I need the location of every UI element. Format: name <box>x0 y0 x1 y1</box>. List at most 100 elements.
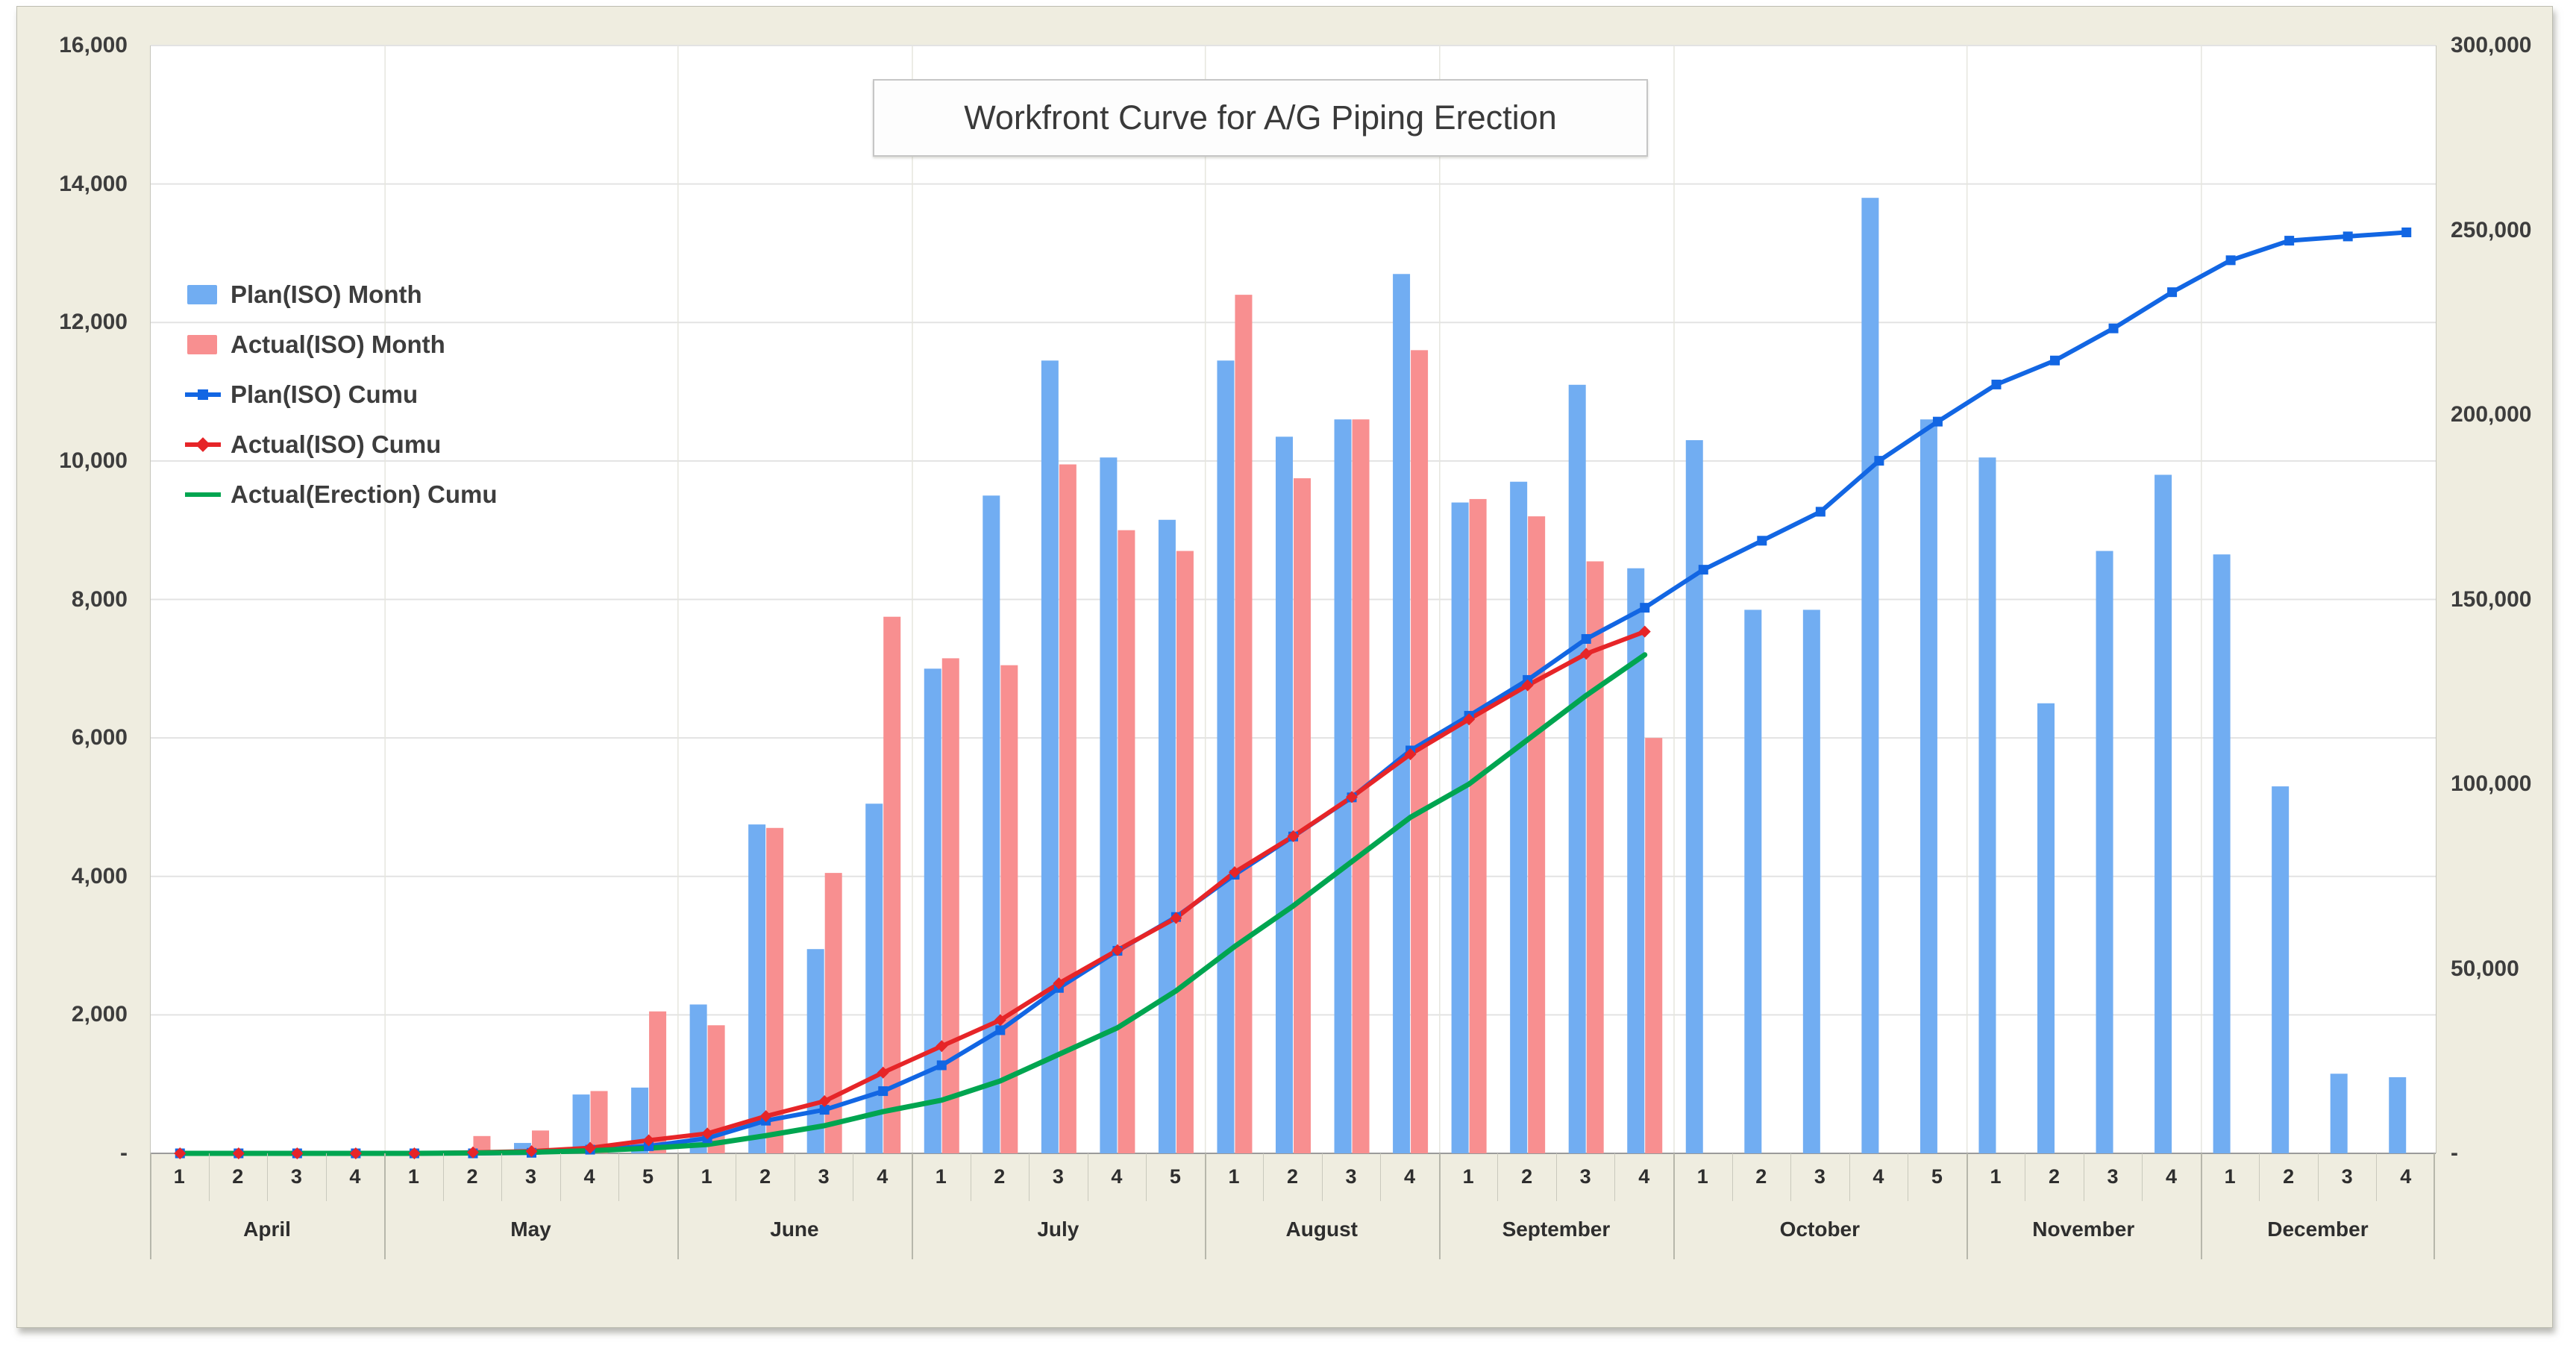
week-separator <box>1263 1153 1265 1201</box>
plan-cumu-marker <box>1991 379 2002 389</box>
plan-cumu-marker <box>1932 416 1943 427</box>
left-axis-tick-label: - <box>120 1141 128 1165</box>
plan-cumu-marker <box>936 1060 947 1071</box>
bar-plan-iso-month <box>2330 1074 2348 1153</box>
week-label: 1 <box>1462 1165 1474 1188</box>
week-label: 5 <box>642 1165 654 1188</box>
bar-plan-iso-month <box>1802 610 1820 1153</box>
week-separator <box>1555 1153 1557 1201</box>
left-axis-tick-label: 6,000 <box>71 725 128 750</box>
bar-plan-iso-month <box>572 1094 590 1153</box>
actual-cumu-marker <box>642 1134 655 1147</box>
bar-plan-iso-month <box>2272 786 2290 1153</box>
legend-item: Actual(ISO) Cumu <box>185 419 498 469</box>
week-separator <box>560 1153 561 1201</box>
legend-label: Actual(ISO) Cumu <box>231 430 442 458</box>
month-separator <box>150 1153 151 1259</box>
week-label: 3 <box>1814 1165 1826 1188</box>
bar-actual-iso-month <box>883 616 901 1153</box>
bar-plan-iso-month <box>748 824 766 1153</box>
week-label: 3 <box>2341 1165 2353 1188</box>
bar-plan-iso-month <box>1158 519 1176 1153</box>
week-label: 3 <box>524 1165 537 1188</box>
actual-cumu-marker <box>349 1147 362 1159</box>
week-label: 5 <box>1169 1165 1181 1188</box>
bar-actual-iso-month <box>707 1025 725 1153</box>
bar-plan-iso-month <box>689 1004 707 1153</box>
week-label: 1 <box>2224 1165 2236 1188</box>
week-label: 4 <box>1638 1165 1650 1188</box>
week-separator <box>442 1153 444 1201</box>
week-label: 2 <box>466 1165 478 1188</box>
left-axis-tick-label: 10,000 <box>59 448 128 473</box>
bar-plan-iso-month <box>983 495 1000 1153</box>
bar-actual-iso-month <box>1352 419 1370 1153</box>
legend-item: Plan(ISO) Cumu <box>185 369 498 419</box>
bar-plan-iso-month <box>1510 481 1528 1153</box>
week-separator <box>1732 1153 1733 1201</box>
bar-actual-iso-month <box>1235 295 1253 1153</box>
bar-plan-iso-month <box>1920 419 1937 1153</box>
plan-cumu-marker <box>2108 323 2119 333</box>
bar-actual-iso-month <box>1118 530 1135 1153</box>
week-separator <box>1497 1153 1499 1201</box>
month-separator <box>1204 1153 1206 1259</box>
chart-title-box: Workfront Curve for A/G Piping Erection <box>873 79 1648 157</box>
legend-label: Actual(ISO) Month <box>231 330 445 358</box>
right-axis-tick-label: 250,000 <box>2451 217 2532 242</box>
plan-cumu-marker <box>878 1086 889 1097</box>
week-label: 4 <box>1873 1165 1884 1188</box>
right-axis-tick-label: 300,000 <box>2451 33 2532 57</box>
actual-cumu-marker <box>936 1040 948 1053</box>
actual-cumu-marker <box>1053 977 1065 990</box>
bar-actual-iso-month <box>649 1011 667 1153</box>
legend: Plan(ISO) Month Actual(ISO) Month Plan(ISO… <box>185 269 498 519</box>
week-label: 1 <box>1228 1165 1240 1188</box>
month-separator <box>677 1153 679 1259</box>
legend-label: Plan(ISO) Cumu <box>231 380 419 408</box>
week-separator <box>267 1153 269 1201</box>
week-separator <box>1029 1153 1030 1201</box>
week-label: 2 <box>232 1165 244 1188</box>
chart-svg <box>151 45 2436 1159</box>
bar-actual-iso-month <box>824 873 842 1153</box>
week-separator <box>208 1153 210 1201</box>
bar-plan-iso-month <box>865 803 883 1153</box>
legend-label: Actual(Erection) Cumu <box>231 480 498 508</box>
actual-cumu-marker <box>1404 748 1417 761</box>
bar-actual-iso-month <box>1176 551 1194 1153</box>
month-separator <box>912 1153 913 1259</box>
week-label: 1 <box>1990 1165 2002 1188</box>
month-label: July <box>1037 1218 1079 1241</box>
left-axis-tick-label: 12,000 <box>59 310 128 335</box>
bar-plan-iso-month <box>924 668 941 1153</box>
legend-line-diamond-swatch-icon <box>185 434 221 455</box>
bar-actual-iso-month <box>1411 350 1429 1153</box>
week-separator <box>501 1153 503 1201</box>
month-label: June <box>770 1218 819 1241</box>
month-separator <box>2200 1153 2202 1259</box>
actual-cumu-marker <box>1346 791 1358 803</box>
left-axis-tick-label: 8,000 <box>71 586 128 612</box>
bar-plan-iso-month <box>1978 457 1996 1153</box>
actual-cumu-marker <box>232 1147 245 1159</box>
week-label: 4 <box>2166 1165 2178 1188</box>
month-label: August <box>1285 1218 1358 1241</box>
bar-actual-iso-month <box>532 1130 549 1153</box>
bar-actual-iso-month <box>1469 498 1487 1153</box>
week-separator <box>2317 1153 2319 1201</box>
left-axis-tick-label: 14,000 <box>59 171 128 196</box>
legend-bar-swatch-icon <box>185 334 221 355</box>
actual-cumu-marker <box>759 1110 772 1123</box>
month-separator <box>1438 1153 1441 1259</box>
bar-plan-iso-month <box>1685 440 1703 1153</box>
bar-actual-iso-month <box>1645 738 1663 1153</box>
actual-cumu-marker <box>818 1095 831 1108</box>
week-separator <box>1321 1153 1323 1201</box>
bar-actual-iso-month <box>941 658 959 1153</box>
right-axis-tick-label: 150,000 <box>2451 586 2532 612</box>
week-label: 4 <box>583 1165 595 1188</box>
week-label: 4 <box>2400 1165 2412 1188</box>
week-label: 3 <box>290 1165 302 1188</box>
plan-cumu-marker <box>2225 255 2236 266</box>
